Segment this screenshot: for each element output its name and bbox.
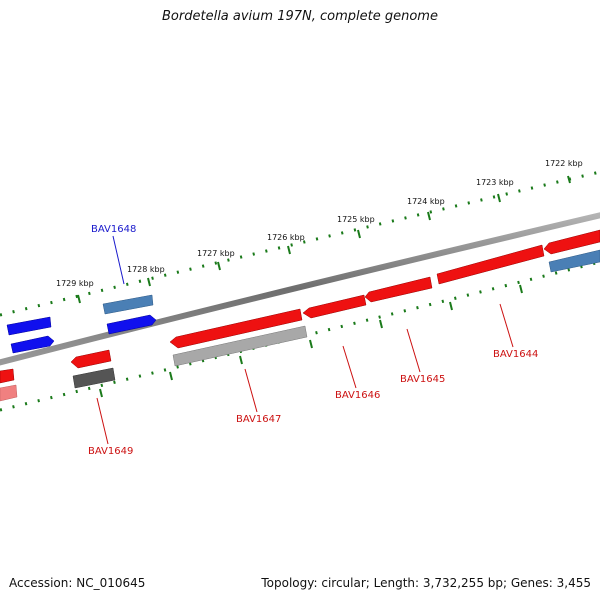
ruler-label-1722: 1722 kbp: [545, 159, 583, 168]
feature-reverse-gene-left[interactable]: [0, 384, 18, 402]
feature-forward-gene-right[interactable]: [548, 249, 600, 273]
feature-bav1649-cds[interactable]: [70, 349, 112, 369]
ruler-label-1723: 1723 kbp: [476, 178, 514, 187]
accession-text: Accession: NC_010645: [9, 576, 146, 590]
label-bav1648[interactable]: BAV1648: [91, 224, 136, 235]
ruler-label-1727: 1727 kbp: [197, 249, 235, 258]
inner-major-ticks: [99, 284, 523, 398]
leader-bav1649: [96, 397, 109, 445]
forward-features: [6, 249, 600, 354]
label-bav1645[interactable]: BAV1645: [400, 374, 445, 385]
reverse-features: [0, 229, 600, 402]
feature-bav1645-cds[interactable]: [364, 276, 433, 303]
outer-major-ticks: [77, 175, 571, 304]
feature-reverse-cds-right[interactable]: [543, 229, 600, 255]
feature-bav1647-gene[interactable]: [172, 325, 308, 367]
feature-forward-cds-left-b[interactable]: [10, 335, 55, 354]
feature-bav1644-cds[interactable]: [436, 244, 545, 285]
map-title: Bordetella avium 197N, complete genome: [162, 9, 438, 24]
leader-bav1647: [244, 368, 258, 413]
outer-ruler: [0, 170, 600, 317]
ruler-label-1729: 1729 kbp: [56, 279, 94, 288]
label-bav1647[interactable]: BAV1647: [236, 414, 281, 425]
leader-bav1645: [406, 328, 421, 373]
feature-bav1647-cds[interactable]: [169, 308, 303, 349]
ruler-label-1728: 1728 kbp: [127, 265, 165, 274]
inner-ruler: [0, 260, 600, 412]
feature-bav1649-pseudo[interactable]: [72, 367, 116, 389]
ruler-label-1724: 1724 kbp: [407, 197, 445, 206]
label-bav1644[interactable]: BAV1644: [493, 349, 538, 360]
feature-bav1646-cds[interactable]: [302, 294, 367, 319]
genome-backbone: [0, 212, 600, 366]
ruler-label-1726: 1726 kbp: [267, 233, 305, 242]
feature-reverse-cds-left[interactable]: [0, 368, 15, 384]
leader-bav1644: [499, 303, 514, 348]
genome-summary-text: Topology: circular; Length: 3,732,255 bp…: [261, 576, 591, 590]
feature-forward-cds-left-a[interactable]: [6, 316, 52, 336]
label-bav1646[interactable]: BAV1646: [335, 390, 380, 401]
leader-bav1646: [342, 345, 357, 389]
feature-bav1648-cds[interactable]: [106, 314, 157, 335]
label-bav1649[interactable]: BAV1649: [88, 446, 133, 457]
feature-bav1648-gene[interactable]: [102, 294, 154, 315]
ruler-label-1725: 1725 kbp: [337, 215, 375, 224]
leader-bav1648: [112, 235, 125, 285]
